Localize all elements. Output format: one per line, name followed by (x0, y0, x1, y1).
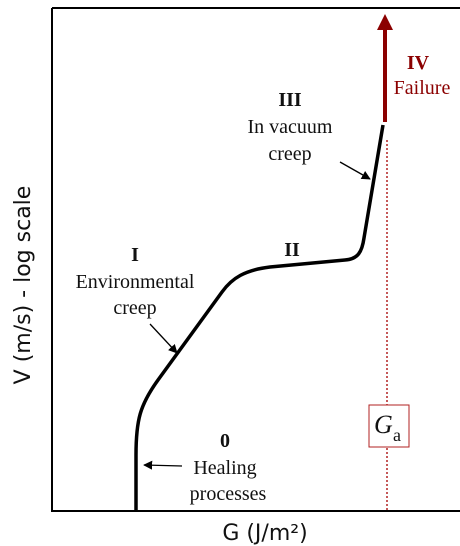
x-axis-label: G (J/m²) (222, 521, 307, 546)
pointer (143, 460, 183, 470)
pointer (149, 323, 178, 354)
region-label: In vacuum (248, 116, 333, 138)
region-label: Healing (193, 457, 256, 479)
y-axis-label: V (m/s) - log scale (11, 186, 36, 385)
region-label: creep (268, 143, 311, 165)
region-label: Failure (394, 77, 451, 99)
region-numeral: 0 (220, 430, 230, 452)
region-label: processes (190, 483, 267, 505)
threshold-box (368, 404, 410, 448)
region-label: creep (113, 297, 156, 319)
velocity-curve (134, 124, 385, 511)
axes-frame (51, 7, 460, 512)
region-numeral: I (131, 244, 139, 266)
region-numeral: III (278, 89, 302, 111)
region-numeral: II (284, 239, 300, 261)
pointer (339, 161, 371, 180)
threshold-subscript: a (393, 425, 401, 445)
threshold-symbol: G (374, 410, 393, 439)
region-numeral: IV (407, 52, 430, 74)
region-label: Environmental (76, 271, 195, 293)
